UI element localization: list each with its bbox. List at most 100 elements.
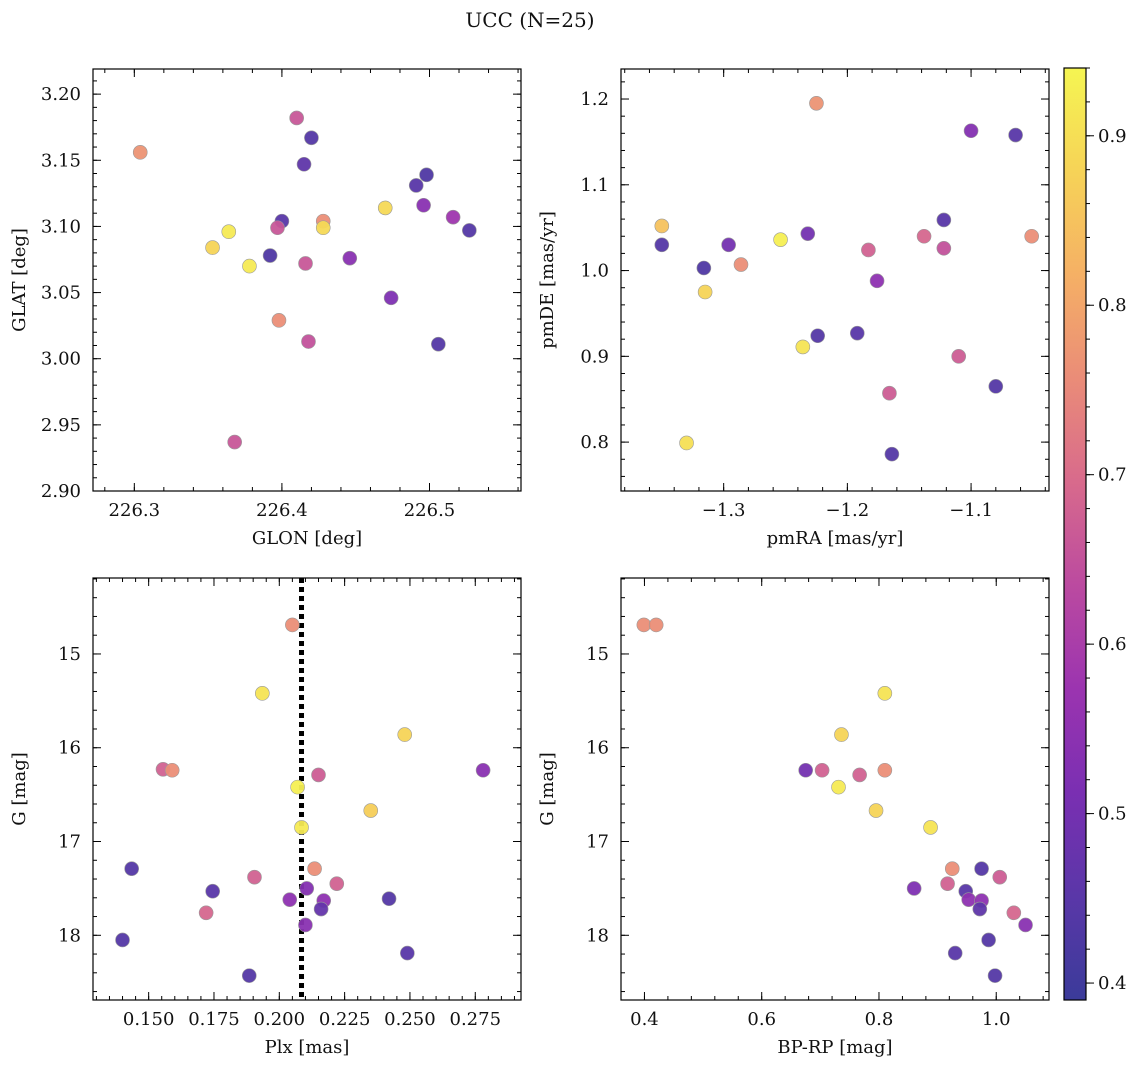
y-tick-label: 0.9 — [580, 346, 609, 367]
y-tick-label: 0.8 — [580, 432, 609, 453]
y-tick-label: 15 — [586, 644, 609, 665]
data-point — [462, 223, 477, 238]
x-tick-label: 0.250 — [384, 1009, 436, 1030]
x-axis-label: Plx [mas] — [265, 1037, 350, 1058]
x-tick-label: 1.0 — [982, 1009, 1011, 1030]
data-point — [795, 339, 811, 355]
data-point — [868, 803, 884, 818]
data-point — [972, 901, 988, 917]
data-point — [282, 892, 298, 907]
data-point — [377, 200, 393, 216]
data-point — [947, 945, 963, 961]
tick-marks — [621, 578, 1049, 1000]
data-point — [301, 334, 316, 349]
data-point — [419, 167, 434, 183]
data-point — [400, 945, 415, 961]
y-tick-label: 1.2 — [580, 89, 609, 110]
axes-frame — [620, 68, 1050, 492]
data-point — [916, 228, 932, 244]
data-point — [923, 820, 938, 835]
data-point — [313, 901, 329, 917]
data-point — [315, 220, 331, 236]
data-point — [241, 968, 257, 983]
data-point — [270, 220, 285, 236]
x-tick-label: 226.4 — [256, 500, 308, 521]
panel-2: −1.3 −1.2 −1.1 0.8 0.9 1.0 1.1 1.2 pmRA [mas/yr]… — [537, 68, 1050, 549]
data-point — [408, 178, 424, 193]
data-point — [285, 617, 300, 633]
y-tick-label: 3.20 — [41, 84, 81, 105]
data-point — [654, 237, 670, 253]
scatter-points — [132, 110, 477, 450]
data-point — [988, 379, 1004, 394]
y-axis-label: pmDE [mas/yr] — [537, 211, 558, 349]
data-point — [1008, 127, 1023, 143]
x-tick-label: 0.175 — [188, 1009, 240, 1030]
data-point — [205, 883, 220, 899]
data-point — [974, 861, 989, 877]
y-tick-label: 17 — [58, 832, 81, 853]
x-tick-label: 0.4 — [630, 1009, 659, 1030]
panel-1: 226.3 226.4 226.5 2.90 2.95 3.00 3.05 3.10 3.15 3… — [9, 68, 522, 549]
data-point — [475, 762, 491, 778]
colorbar-tick-label: 0.5 — [1098, 804, 1127, 825]
data-point — [944, 861, 960, 877]
data-point — [810, 328, 825, 344]
data-point — [255, 686, 270, 701]
data-point — [431, 336, 446, 352]
data-point — [304, 130, 319, 146]
data-point — [416, 197, 431, 213]
y-tick-label: 3.00 — [41, 349, 81, 370]
data-point — [124, 861, 139, 877]
data-point — [271, 313, 287, 328]
data-point — [849, 325, 865, 341]
data-point — [307, 861, 322, 877]
data-point — [262, 248, 278, 263]
data-point — [940, 876, 955, 892]
scatter-points — [654, 96, 1039, 462]
y-axis-label: GLAT [deg] — [9, 228, 30, 332]
y-axis-label: G [mag] — [537, 752, 558, 825]
x-tick-label: 0.6 — [747, 1009, 776, 1030]
y-tick-label: 18 — [586, 925, 609, 946]
x-tick-label: 0.200 — [254, 1009, 306, 1030]
data-point — [961, 892, 976, 907]
panels: 226.3 226.4 226.5 2.90 2.95 3.00 3.05 3.10 3.15 3… — [9, 68, 1050, 1058]
data-point — [247, 869, 262, 885]
data-point — [981, 932, 996, 948]
figure-title: UCC (N=25) — [465, 8, 594, 32]
y-tick-label: 3.05 — [41, 283, 81, 304]
y-tick-label: 2.90 — [41, 481, 81, 502]
data-point — [221, 224, 237, 240]
data-point — [679, 435, 694, 451]
x-axis-label: GLON [deg] — [252, 528, 362, 549]
x-tick-label: 0.275 — [450, 1009, 502, 1030]
data-point — [814, 762, 830, 778]
data-point — [381, 891, 397, 907]
x-tick-label: 0.150 — [123, 1009, 175, 1030]
axes-frame — [92, 577, 522, 1001]
data-point — [205, 240, 220, 255]
data-point — [1024, 228, 1039, 244]
data-point — [861, 242, 876, 258]
data-point — [877, 686, 893, 701]
data-point — [289, 110, 304, 126]
data-point — [132, 145, 148, 160]
y-tick-label: 1.0 — [580, 261, 609, 282]
data-point — [869, 273, 885, 289]
x-axis-label: pmRA [mas/yr] — [767, 528, 904, 549]
x-tick-label: 226.5 — [404, 500, 456, 521]
data-point — [290, 779, 305, 795]
data-point — [987, 968, 1003, 983]
data-point — [227, 434, 242, 450]
data-point — [882, 385, 897, 401]
panel-4: 0.4 0.6 0.8 1.0 15 16 17 18 BP-RP [mag] G [mag] — [537, 577, 1050, 1058]
data-point — [721, 237, 736, 253]
data-point — [636, 617, 652, 633]
colorbar-tick-label: 0.8 — [1098, 295, 1127, 316]
data-point — [1018, 917, 1033, 933]
y-tick-label: 15 — [58, 644, 81, 665]
scatter-points — [636, 617, 1033, 983]
axes-frame — [92, 68, 522, 492]
